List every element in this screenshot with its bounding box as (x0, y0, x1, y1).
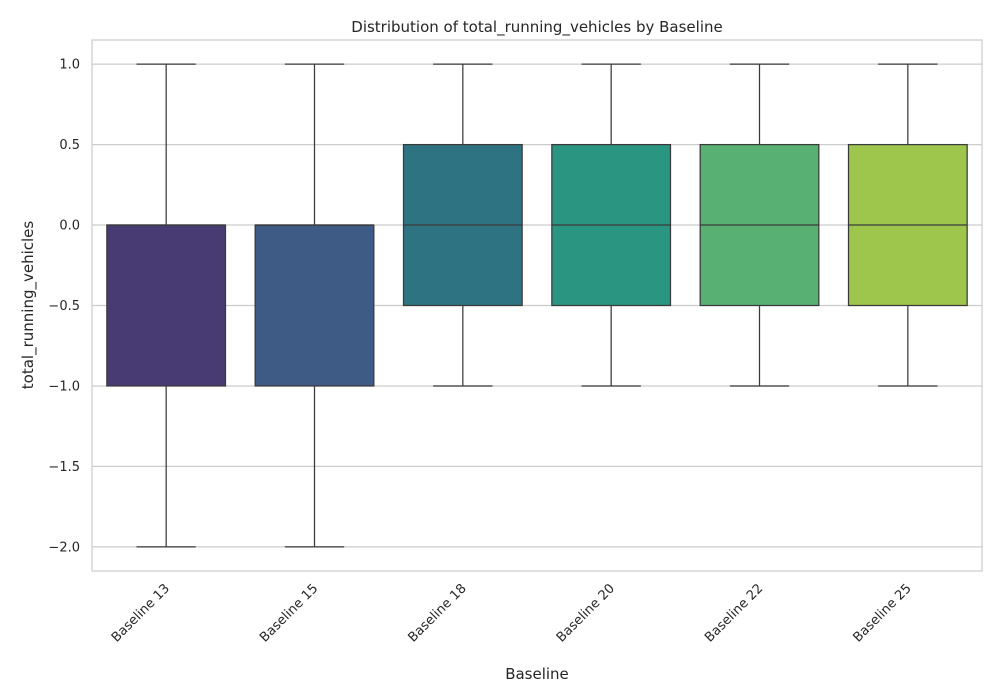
chart-title: Distribution of total_running_vehicles b… (351, 18, 722, 37)
box-body (254, 224, 375, 387)
y-tick-label: 0.5 (59, 138, 80, 153)
y-tick-label: −1.0 (48, 379, 80, 394)
y-tick-label: −1.5 (48, 460, 80, 475)
y-tick-label: 1.0 (59, 58, 80, 73)
box-2 (254, 63, 375, 548)
box-1 (106, 63, 227, 548)
box-4 (551, 63, 672, 387)
grid (92, 63, 982, 548)
box-3 (402, 63, 523, 387)
y-tick-label: −2.0 (48, 540, 80, 555)
y-axis-label: total_running_vehicles (19, 221, 38, 390)
x-axis-label: Baseline (505, 665, 569, 683)
y-tick-label: 0.0 (59, 219, 80, 234)
boxes (106, 63, 968, 548)
plot-frame (91, 39, 983, 572)
box-body (106, 224, 227, 387)
y-tick-label: −0.5 (48, 299, 80, 314)
box-5 (699, 63, 820, 387)
box-6 (847, 63, 968, 387)
y-tick-labels: 1.0 0.5 0.0 −0.5 −1.0 −1.5 −2.0 (48, 58, 80, 556)
